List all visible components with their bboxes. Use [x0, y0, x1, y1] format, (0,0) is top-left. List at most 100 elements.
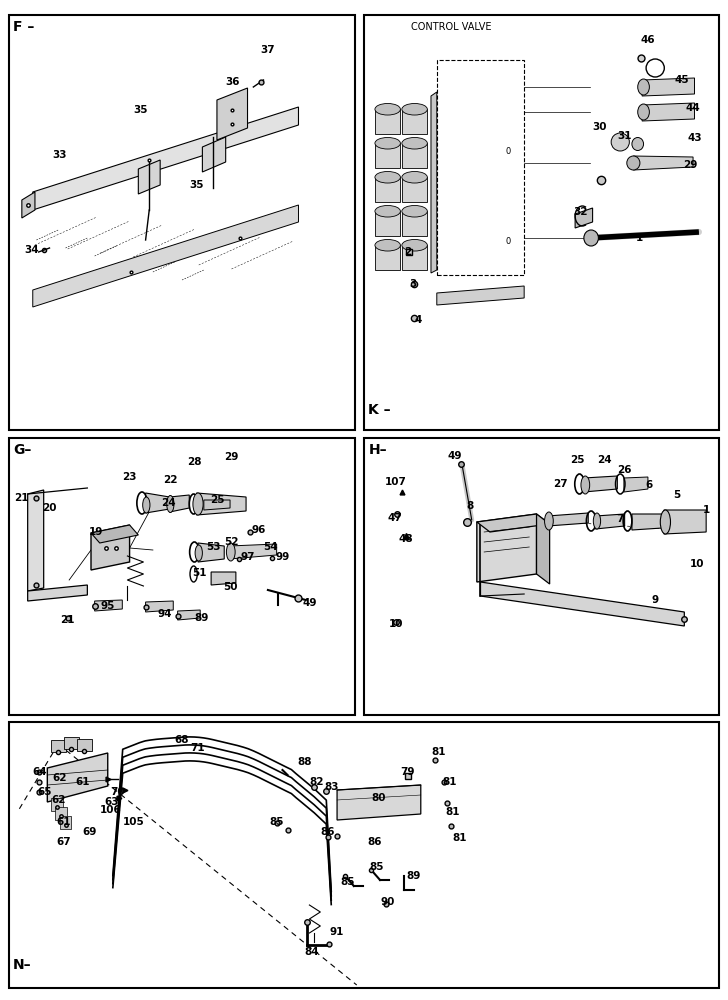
Bar — [375, 109, 400, 134]
Text: F –: F – — [13, 20, 34, 34]
Text: 23: 23 — [122, 472, 137, 482]
Text: 81: 81 — [431, 747, 446, 757]
Ellipse shape — [375, 205, 400, 217]
Bar — [9, 722, 719, 988]
Text: G–: G– — [13, 443, 31, 457]
Text: 65: 65 — [37, 787, 52, 797]
Bar — [9, 15, 355, 430]
Polygon shape — [431, 92, 437, 273]
Polygon shape — [138, 160, 160, 194]
Text: 37: 37 — [261, 45, 275, 55]
Polygon shape — [477, 514, 550, 532]
Text: 0: 0 — [505, 147, 511, 156]
Text: 63: 63 — [104, 797, 119, 807]
Text: 62: 62 — [51, 795, 66, 805]
Polygon shape — [95, 600, 122, 611]
Text: 25: 25 — [570, 455, 585, 465]
Text: 86: 86 — [368, 837, 382, 847]
Polygon shape — [22, 192, 35, 218]
Polygon shape — [198, 543, 224, 562]
Text: 54: 54 — [264, 542, 278, 552]
Text: 20: 20 — [42, 503, 57, 513]
Text: 49: 49 — [302, 598, 317, 608]
Text: 53: 53 — [206, 542, 221, 552]
Text: H–: H– — [368, 443, 387, 457]
Polygon shape — [337, 785, 421, 820]
Text: 9: 9 — [652, 595, 659, 605]
Ellipse shape — [195, 545, 202, 561]
Text: 81: 81 — [443, 777, 457, 787]
Ellipse shape — [627, 156, 640, 170]
Text: 10: 10 — [389, 619, 403, 629]
Bar — [51, 740, 66, 752]
Polygon shape — [642, 103, 695, 121]
Bar — [402, 109, 427, 134]
Text: 4: 4 — [415, 315, 422, 325]
Text: 49: 49 — [447, 451, 462, 461]
Polygon shape — [537, 514, 550, 584]
Bar — [77, 739, 92, 751]
Text: 21: 21 — [60, 615, 75, 625]
Polygon shape — [633, 156, 693, 170]
Text: 25: 25 — [210, 495, 224, 505]
Text: 5: 5 — [673, 490, 681, 500]
Text: 34: 34 — [24, 245, 39, 255]
Text: 28: 28 — [187, 457, 202, 467]
Polygon shape — [91, 525, 138, 543]
Bar — [402, 245, 427, 270]
Bar — [375, 245, 400, 270]
Polygon shape — [178, 610, 200, 620]
Text: 61: 61 — [75, 777, 90, 787]
Bar — [375, 177, 400, 202]
Text: 50: 50 — [223, 582, 237, 592]
Ellipse shape — [660, 510, 670, 534]
Polygon shape — [33, 205, 298, 307]
Polygon shape — [664, 510, 706, 534]
Text: 89: 89 — [406, 871, 421, 881]
Text: 97: 97 — [240, 552, 255, 562]
Text: K –: K – — [368, 403, 391, 417]
Text: 84: 84 — [304, 947, 319, 957]
Text: 21: 21 — [15, 493, 29, 503]
Bar — [375, 211, 400, 236]
Polygon shape — [575, 208, 593, 228]
Polygon shape — [202, 137, 226, 172]
Polygon shape — [477, 514, 537, 582]
Text: 79: 79 — [400, 767, 415, 777]
Text: 29: 29 — [683, 160, 697, 170]
Text: 24: 24 — [162, 498, 176, 508]
Ellipse shape — [581, 476, 590, 494]
Text: 83: 83 — [324, 782, 339, 792]
Bar — [364, 15, 719, 430]
Ellipse shape — [402, 239, 427, 251]
Bar — [60, 816, 71, 829]
Text: 85: 85 — [341, 877, 355, 887]
Text: 67: 67 — [57, 837, 71, 847]
Text: 35: 35 — [133, 105, 148, 115]
Text: 36: 36 — [226, 77, 240, 87]
Text: 7: 7 — [617, 514, 624, 524]
Text: 86: 86 — [320, 827, 335, 837]
Text: 8: 8 — [467, 501, 474, 511]
Text: 27: 27 — [553, 479, 568, 489]
Bar — [64, 737, 79, 749]
Polygon shape — [229, 544, 277, 559]
Text: N–: N– — [13, 958, 32, 972]
Text: 46: 46 — [641, 35, 655, 45]
Text: 30: 30 — [593, 122, 607, 132]
Polygon shape — [146, 493, 170, 513]
Text: 94: 94 — [157, 609, 172, 619]
Text: 51: 51 — [192, 568, 207, 578]
Text: 2: 2 — [404, 247, 411, 257]
Text: 29: 29 — [224, 452, 239, 462]
Polygon shape — [28, 585, 87, 601]
Polygon shape — [28, 490, 44, 591]
Polygon shape — [170, 495, 189, 512]
Ellipse shape — [402, 205, 427, 217]
Ellipse shape — [638, 79, 649, 95]
Polygon shape — [642, 78, 695, 96]
Ellipse shape — [375, 103, 400, 115]
Polygon shape — [632, 514, 662, 530]
Text: 22: 22 — [163, 475, 178, 485]
Text: 89: 89 — [194, 613, 209, 623]
